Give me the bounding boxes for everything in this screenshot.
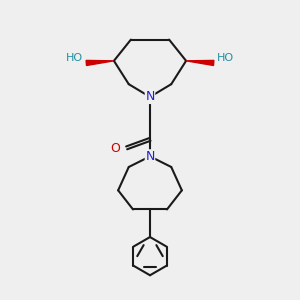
Polygon shape bbox=[86, 60, 114, 65]
Text: O: O bbox=[110, 142, 120, 155]
Text: HO: HO bbox=[217, 52, 234, 63]
Polygon shape bbox=[186, 60, 214, 65]
Text: HO: HO bbox=[66, 52, 83, 63]
Text: N: N bbox=[145, 150, 155, 163]
Text: N: N bbox=[145, 90, 155, 104]
